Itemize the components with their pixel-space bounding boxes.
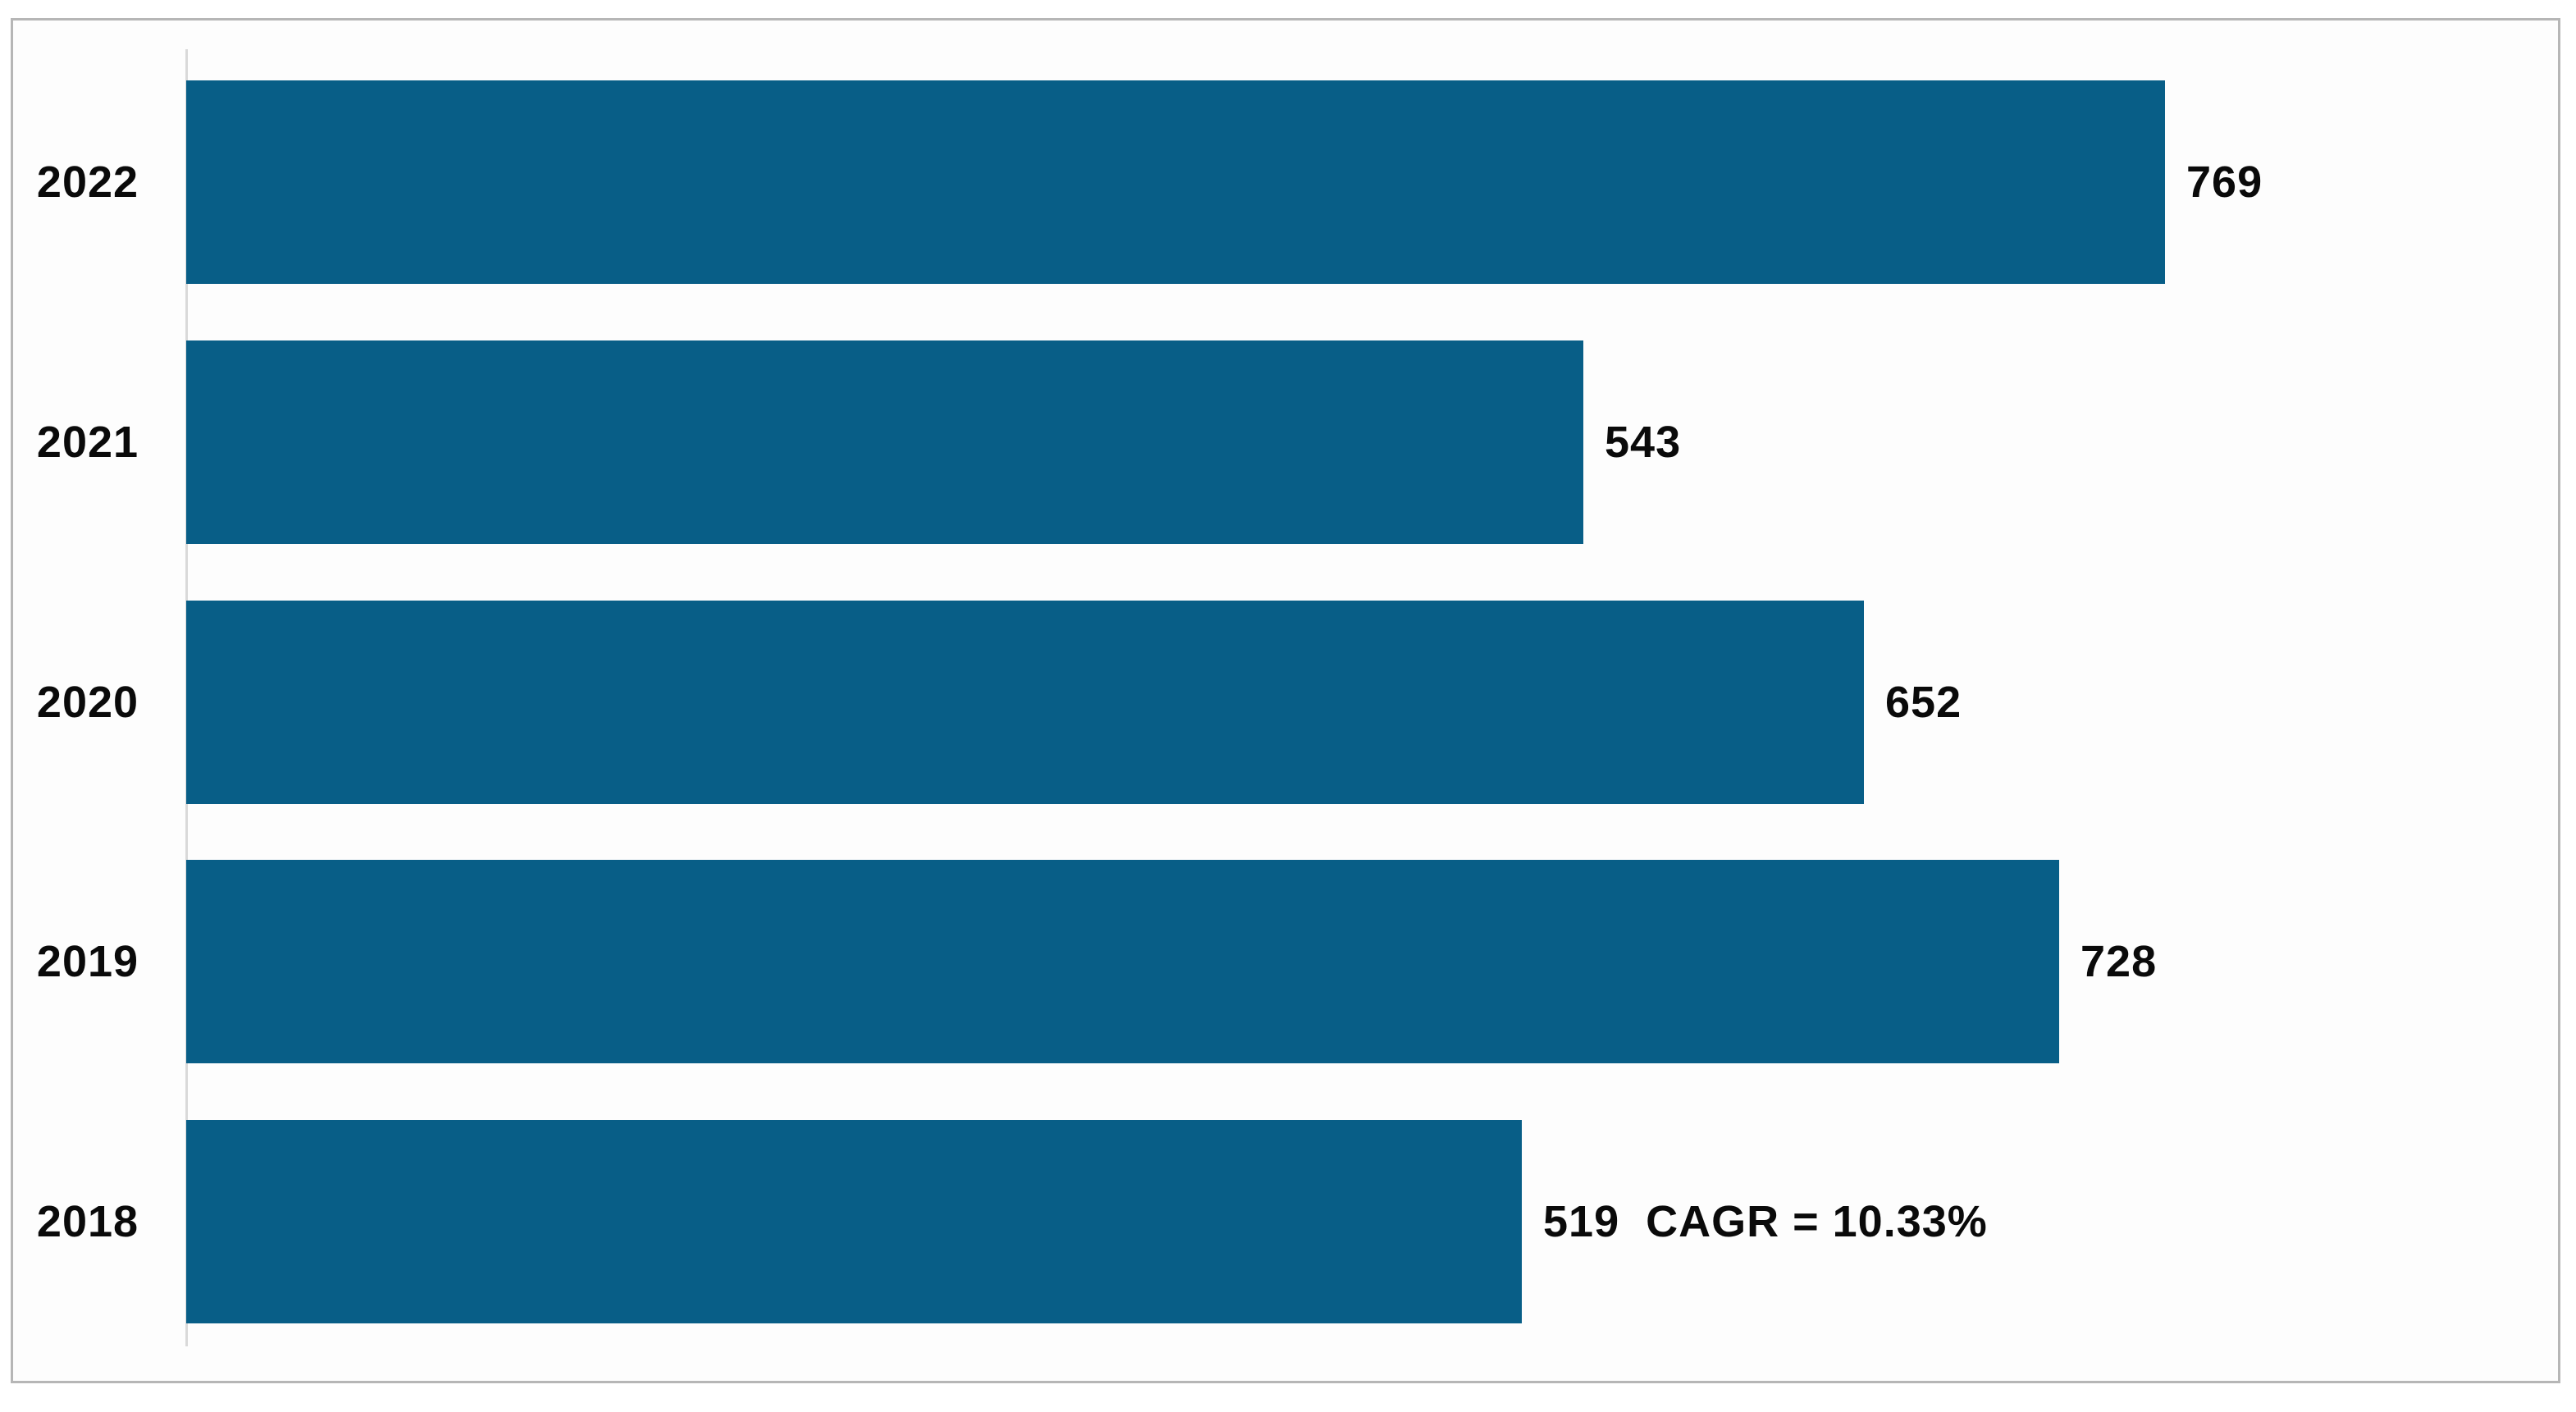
bar-2021 [186,340,1583,544]
bar-2020 [186,601,1864,804]
bar-2022 [186,80,2165,284]
chart-frame: 2022 769 2021 543 2020 652 2019 728 2018 519 CAGR… [11,18,2560,1383]
value-label-2021: 543 [1605,418,1682,467]
bar-2018 [186,1120,1522,1323]
category-label-2021: 2021 [36,418,139,467]
category-label-2019: 2019 [36,937,139,986]
value-label-2019: 728 [2080,937,2158,986]
category-label-2020: 2020 [36,678,139,727]
value-label-2018: 519 CAGR = 10.33% [1543,1197,1988,1246]
bar-2019 [186,860,2059,1063]
category-label-2022: 2022 [36,158,139,207]
value-label-2020: 652 [1885,678,1962,727]
category-label-2018: 2018 [36,1197,139,1246]
value-label-2022: 769 [2186,158,2263,207]
